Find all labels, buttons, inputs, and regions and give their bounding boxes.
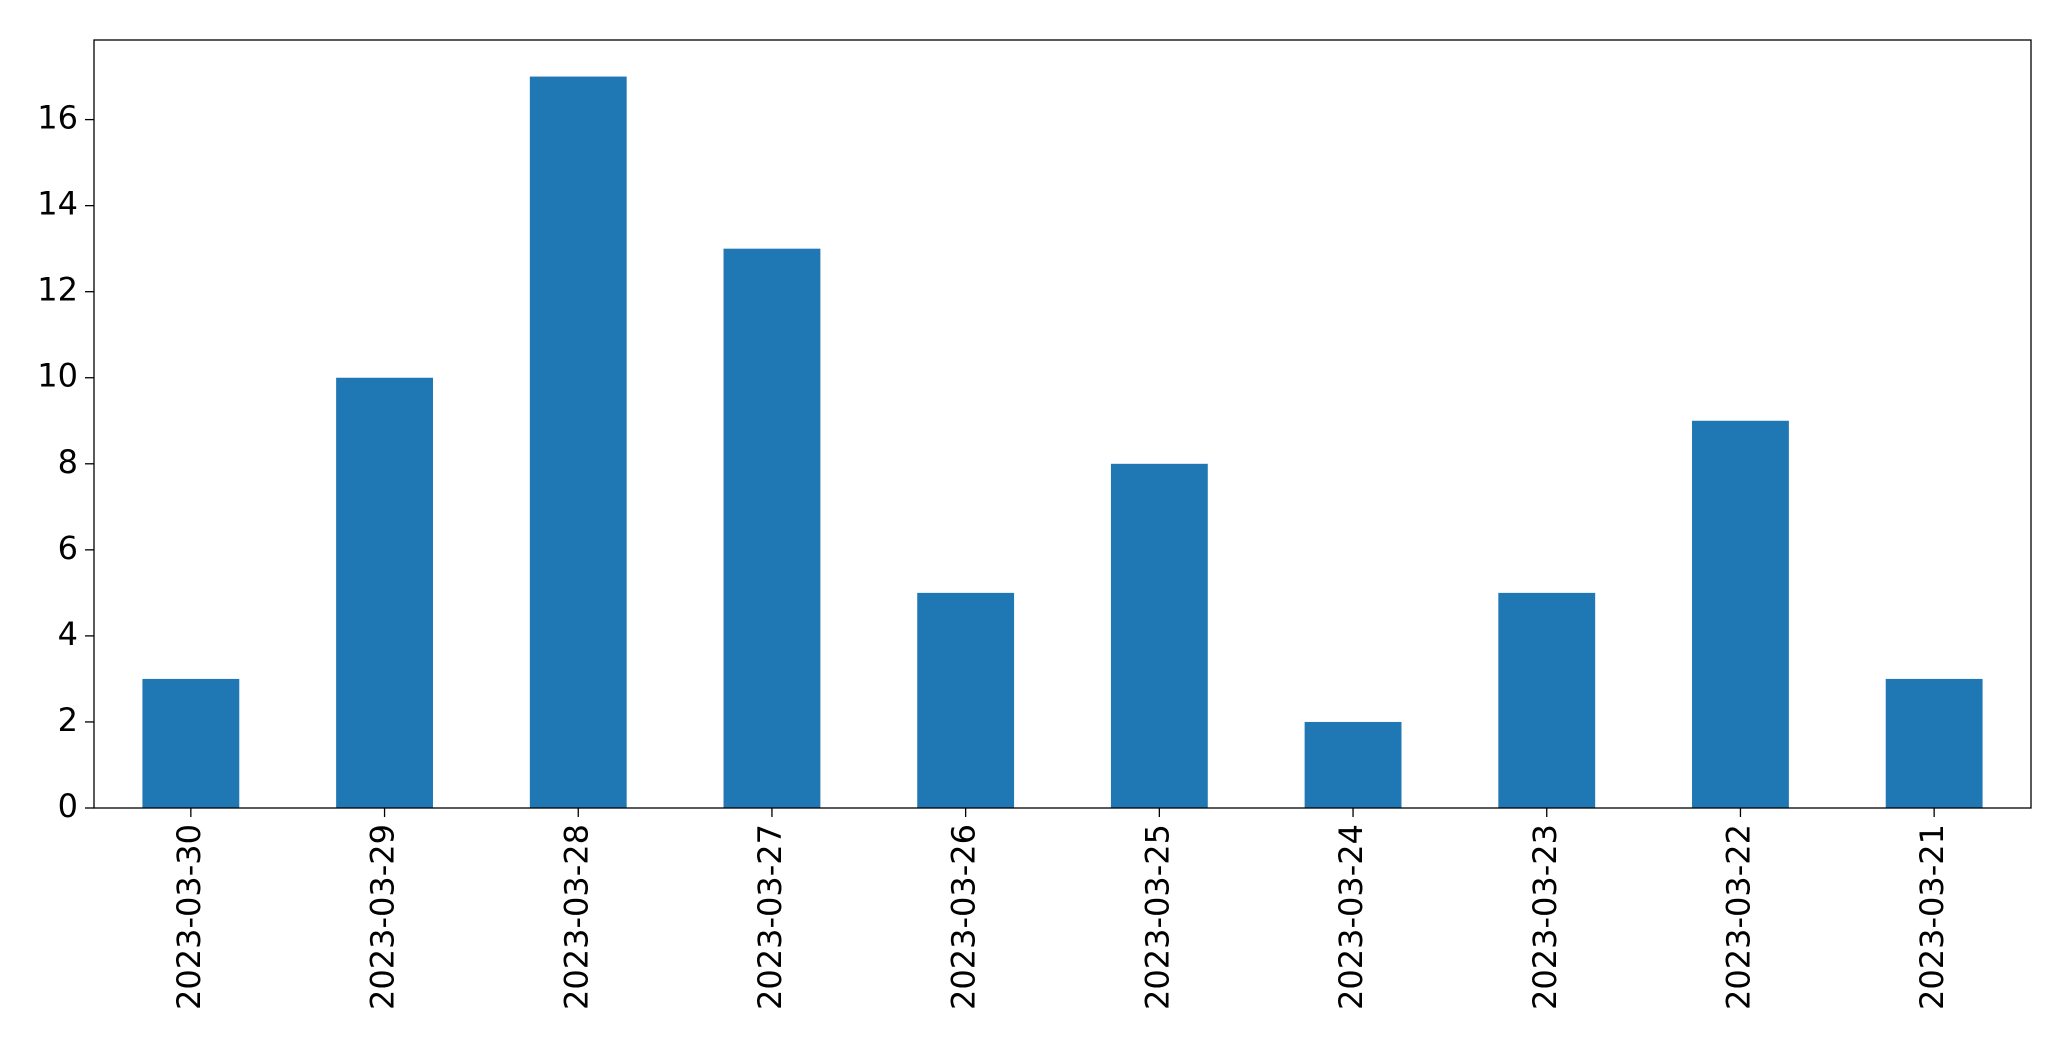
y-tick-label: 0: [58, 787, 78, 825]
plot-frame: [93, 39, 2032, 809]
y-tick-label: 8: [58, 443, 78, 481]
y-tick-label: 16: [37, 99, 78, 137]
x-tick-label: 2023-03-22: [1719, 824, 1757, 1010]
bar: [917, 592, 1015, 808]
x-tick-label: 2023-03-25: [1138, 824, 1176, 1010]
bar: [529, 76, 627, 809]
bar: [142, 678, 240, 808]
bar: [1692, 420, 1789, 808]
bar: [1304, 721, 1402, 808]
x-tick-label: 2023-03-29: [364, 824, 402, 1010]
bar: [336, 377, 433, 808]
x-tick-label: 2023-03-28: [557, 824, 595, 1010]
x-tick-label: 2023-03-26: [945, 824, 983, 1010]
y-tick-label: 4: [58, 615, 78, 653]
x-tick-label: 2023-03-27: [751, 824, 789, 1010]
bar: [1885, 678, 1983, 808]
y-tick-label: 10: [37, 357, 78, 395]
x-tick-label: 2023-03-23: [1526, 824, 1564, 1010]
bar: [1498, 592, 1596, 808]
bar: [723, 248, 821, 809]
x-tick-label: 2023-03-24: [1332, 824, 1370, 1010]
y-tick-label: 2: [58, 701, 78, 739]
y-tick-label: 6: [58, 529, 78, 567]
x-tick-label: 2023-03-30: [170, 824, 208, 1010]
x-tick-label: 2023-03-21: [1913, 824, 1951, 1010]
y-tick-label: 12: [37, 271, 78, 309]
bar: [1110, 463, 1208, 808]
y-tick-label: 14: [37, 185, 78, 223]
